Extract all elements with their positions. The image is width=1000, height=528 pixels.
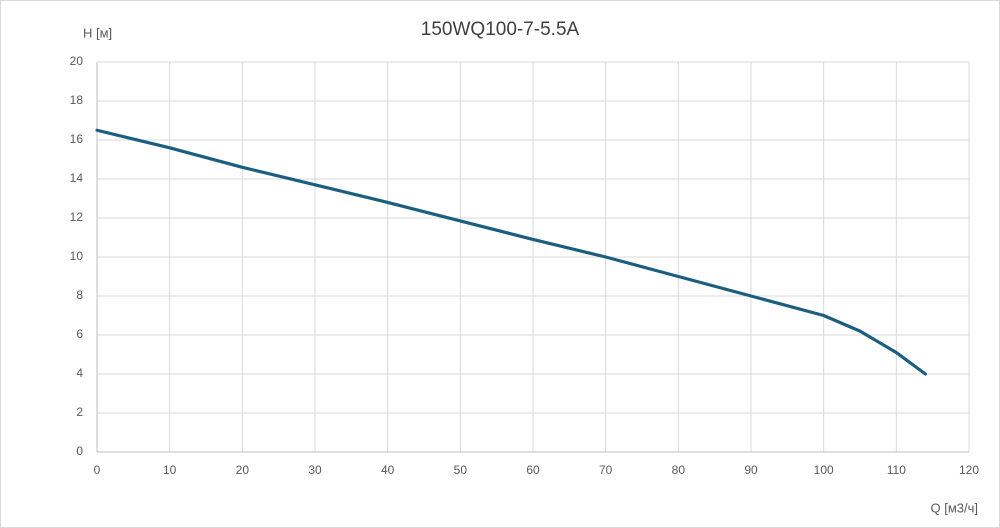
x-tick-label: 10 bbox=[163, 463, 177, 477]
y-tick-label: 20 bbox=[70, 54, 84, 68]
x-tick-label: 30 bbox=[308, 463, 322, 477]
y-axis-title: H [м] bbox=[83, 25, 112, 40]
x-tick-label: 110 bbox=[887, 463, 906, 477]
data-line bbox=[95, 128, 927, 376]
y-tick-label: 0 bbox=[76, 444, 83, 458]
x-tick-label: 70 bbox=[599, 463, 613, 477]
y-tick-label: 18 bbox=[70, 93, 84, 107]
y-tick-label: 6 bbox=[76, 327, 83, 341]
y-tick-label: 8 bbox=[76, 288, 83, 302]
x-tick-label: 60 bbox=[526, 463, 540, 477]
x-tick-label: 120 bbox=[959, 463, 979, 477]
chart-title: 150WQ100-7-5.5A bbox=[421, 19, 580, 40]
y-tick-label: 16 bbox=[70, 132, 84, 146]
x-tick-label: 80 bbox=[672, 463, 686, 477]
x-tick-label: 40 bbox=[381, 463, 395, 477]
x-tick-label: 100 bbox=[814, 463, 834, 477]
y-tick-label: 14 bbox=[70, 171, 84, 185]
x-axis-title: Q [м3/ч] bbox=[931, 500, 979, 515]
x-tick-label: 20 bbox=[236, 463, 250, 477]
y-tick-label: 4 bbox=[76, 366, 83, 380]
y-tick-label: 2 bbox=[76, 405, 83, 419]
y-tick-label: 10 bbox=[70, 249, 84, 263]
x-tick-label: 90 bbox=[744, 463, 758, 477]
x-tick-label: 50 bbox=[454, 463, 468, 477]
x-tick-label: 0 bbox=[94, 463, 101, 477]
y-tick-label: 12 bbox=[70, 210, 84, 224]
